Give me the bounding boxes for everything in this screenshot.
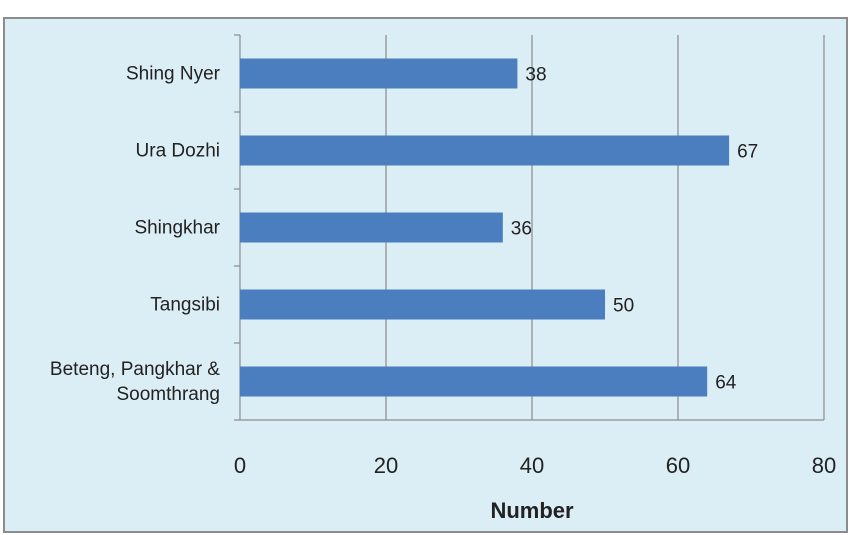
bar (240, 135, 730, 166)
x-tick-label: 40 (520, 453, 544, 478)
bar (240, 289, 605, 320)
bar (240, 212, 503, 243)
value-label: 38 (525, 65, 546, 86)
x-axis-title: Number (490, 498, 574, 523)
value-label: 67 (737, 142, 758, 163)
y-tick-label: Shing Nyer (126, 63, 220, 84)
bar (240, 366, 708, 397)
y-tick-label: Beteng, Pangkhar & Soomthrang (49, 358, 220, 405)
x-tick-label: 20 (374, 453, 398, 478)
x-tick-label: 0 (234, 453, 246, 478)
y-tick-label: Ura Dozhi (135, 140, 220, 161)
bar (240, 58, 518, 89)
x-tick-label: 60 (666, 453, 690, 478)
y-tick-label: Tangsibi (150, 294, 220, 315)
value-label: 36 (511, 219, 532, 240)
value-label: 50 (613, 296, 634, 317)
value-label: 64 (715, 373, 737, 394)
x-tick-label: 80 (812, 453, 836, 478)
chart-frame (3, 17, 848, 533)
y-tick-label: Shingkhar (134, 217, 220, 238)
